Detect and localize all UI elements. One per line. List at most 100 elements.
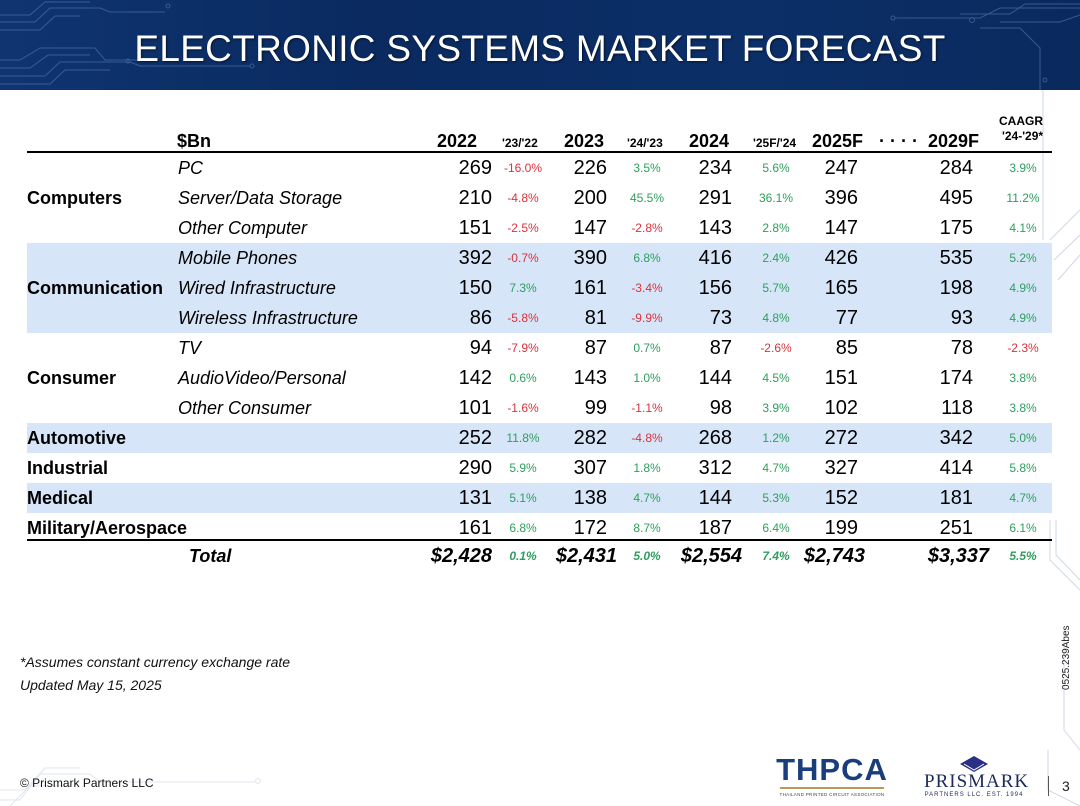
table-row: Other Consumer 101 -1.6% 99 -1.1% 98 3.9% 102 11…: [27, 393, 1052, 423]
thpca-logo-text: THPCA: [776, 752, 888, 787]
growth-24-23: -3.4%: [631, 281, 663, 295]
total-2024: $2,554: [680, 545, 742, 567]
growth-24-23: -2.8%: [631, 221, 663, 235]
growth-24-23: -1.1%: [631, 401, 663, 415]
page-number: 3: [1062, 778, 1070, 794]
value-2029f: 93: [950, 307, 973, 329]
table-row: Computers Server/Data Storage 210 -4.8% 200 4…: [27, 183, 1052, 213]
total-growth-25f-24: 7.4%: [762, 549, 790, 563]
value-2024: 416: [698, 247, 732, 269]
value-2022: 150: [458, 277, 492, 299]
value-2022: 210: [458, 187, 492, 209]
value-2022: 252: [458, 427, 492, 449]
header-growth-25f-24: '25F/'24: [753, 136, 797, 150]
value-2025f: 199: [824, 517, 858, 539]
value-2029f: 181: [939, 487, 973, 509]
growth-23-22: 0.6%: [509, 371, 537, 385]
value-2024: 291: [698, 187, 732, 209]
growth-25f-24: 4.7%: [762, 461, 790, 475]
value-2023: 307: [573, 457, 607, 479]
growth-23-22: 7.3%: [509, 281, 537, 295]
caagr: 3.9%: [1009, 161, 1037, 175]
total-label: Total: [189, 546, 232, 566]
total-rule: [27, 539, 1052, 541]
value-2029f: 198: [939, 277, 973, 299]
value-2022: 142: [458, 367, 492, 389]
row-subcategory-label: Other Consumer: [178, 398, 312, 418]
value-2029f: 284: [939, 157, 973, 179]
caagr: 5.8%: [1009, 461, 1037, 475]
growth-25f-24: 4.8%: [762, 311, 790, 325]
header-caagr-range: '24-'29*: [1002, 129, 1044, 143]
value-2023: 172: [573, 517, 607, 539]
table-row: TV 94 -7.9% 87 0.7% 87 -2.6% 85 78 -2.3%: [27, 333, 1052, 363]
row-subcategory-label: TV: [178, 338, 202, 358]
growth-25f-24: 2.8%: [762, 221, 790, 235]
value-2023: 81: [584, 307, 607, 329]
total-growth-24-23: 5.0%: [633, 549, 661, 563]
thpca-logo: THPCA THAILAND PRINTED CIRCUIT ASSOCIATI…: [776, 754, 888, 800]
thpca-logo-line: [780, 787, 884, 789]
growth-25f-24: 5.3%: [762, 491, 790, 505]
table-row: Military/Aerospace 161 6.8% 172 8.7% 187 6.4% 1…: [27, 513, 1052, 543]
header-2023: 2023: [564, 131, 605, 151]
caagr: 4.7%: [1009, 491, 1037, 505]
growth-24-23: 45.5%: [629, 191, 665, 205]
growth-23-22: 6.8%: [509, 521, 537, 535]
value-2024: 312: [698, 457, 732, 479]
value-2023: 143: [573, 367, 607, 389]
row-group-label: Medical: [27, 488, 94, 508]
growth-23-22: -7.9%: [507, 341, 539, 355]
growth-24-23: 1.8%: [633, 461, 661, 475]
value-2024: 87: [709, 337, 732, 359]
circuit-decoration-icon: [0, 1, 1080, 90]
value-2029f: 174: [939, 367, 973, 389]
value-2029f: 118: [941, 397, 973, 419]
header-unit: $Bn: [177, 131, 212, 151]
header-growth-24-23: '24/'23: [627, 136, 663, 150]
growth-24-23: 8.7%: [633, 521, 661, 535]
table-row: Medical 131 5.1% 138 4.7% 144 5.3% 152 181 4.7%: [27, 483, 1052, 513]
total-2023: $2,431: [555, 545, 617, 567]
header-ellipsis: · · · ·: [879, 131, 918, 151]
row-subcategory-label: Server/Data Storage: [178, 188, 343, 208]
copyright: © Prismark Partners LLC: [20, 776, 154, 790]
value-2023: 200: [573, 187, 607, 209]
value-2029f: 342: [939, 427, 973, 449]
table-row: Other Computer 151 -2.5% 147 -2.8% 143 2.8% 147…: [27, 213, 1052, 243]
footnote-assumption: *Assumes constant currency exchange rate: [20, 654, 291, 670]
value-2024: 98: [709, 397, 732, 419]
value-2025f: 85: [835, 337, 858, 359]
row-group-label: Consumer: [27, 368, 117, 388]
value-2022: 101: [458, 397, 492, 419]
value-2022: 290: [458, 457, 492, 479]
value-2024: 234: [698, 157, 732, 179]
header-caagr: CAAGR: [999, 114, 1043, 128]
value-2025f: 165: [824, 277, 858, 299]
row-subcategory-label: Wireless Infrastructure: [178, 308, 358, 328]
value-2023: 138: [573, 487, 607, 509]
value-2025f: 77: [835, 307, 858, 329]
caagr: 4.9%: [1009, 311, 1037, 325]
caagr: 5.2%: [1009, 251, 1037, 265]
growth-23-22: -1.6%: [507, 401, 539, 415]
footnote-updated: Updated May 15, 2025: [20, 677, 162, 693]
value-2024: 143: [698, 217, 732, 239]
row-subcategory-label: PC: [178, 158, 204, 178]
growth-25f-24: 4.5%: [762, 371, 790, 385]
header-rule: [27, 151, 1052, 153]
value-2025f: 151: [824, 367, 858, 389]
page-number-divider: [1048, 776, 1049, 796]
value-2029f: 535: [939, 247, 973, 269]
row-group-label: Computers: [27, 188, 123, 208]
growth-25f-24: 5.7%: [762, 281, 790, 295]
value-2029f: 78: [950, 337, 973, 359]
value-2025f: 426: [824, 247, 858, 269]
caagr: 3.8%: [1009, 401, 1037, 415]
value-2024: 144: [698, 487, 732, 509]
value-2025f: 327: [824, 457, 858, 479]
value-2023: 87: [584, 337, 607, 359]
table-row: Wireless Infrastructure 86 -5.8% 81 -9.9% 73 4…: [27, 303, 1052, 333]
growth-25f-24: 6.4%: [762, 521, 790, 535]
prismark-logo-subtitle: PARTNERS LLC. EST. 1994: [924, 792, 1024, 798]
